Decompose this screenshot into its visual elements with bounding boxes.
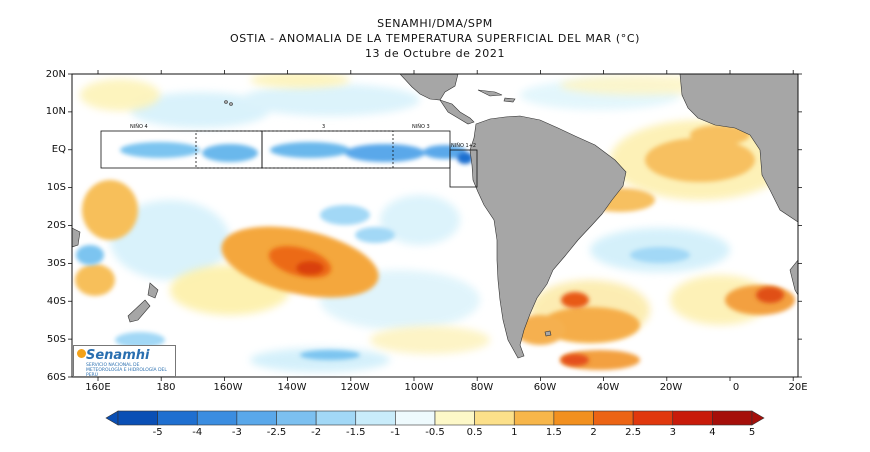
lon-label-20w: 20W xyxy=(659,382,683,393)
lon-label-0: 0 xyxy=(732,382,740,393)
lon-label-20e: 20E xyxy=(788,382,808,393)
lon-label-180: 180 xyxy=(156,382,176,393)
lat-label-40s: 40S xyxy=(46,296,66,307)
colorbar-swatch xyxy=(157,410,198,426)
colorbar-tick-label: 2 xyxy=(590,427,597,438)
colorbar-tick-label: 4 xyxy=(709,427,716,438)
axis-ticks xyxy=(68,70,802,381)
lat-label-20n: 20N xyxy=(45,69,66,80)
lon-label-40w: 40W xyxy=(596,382,620,393)
colorbar-tick-label: 2.5 xyxy=(625,427,642,438)
colorbar-tick-label: -0.5 xyxy=(425,427,445,438)
lat-label-30s: 30S xyxy=(46,258,66,269)
lon-label-160w: 160W xyxy=(213,382,243,393)
lat-label-60s: 60S xyxy=(46,372,66,383)
senamhi-logo: Senamhi SERVICIO NACIONAL DE METEOROLOGÍ… xyxy=(73,345,176,378)
nino-3-label: NIÑO 3 xyxy=(412,124,430,130)
map-title-date: 13 de Octubre de 2021 xyxy=(364,47,506,60)
nino-34-box xyxy=(195,130,394,169)
lon-label-100w: 100W xyxy=(404,382,434,393)
colorbar-tick-label: -3 xyxy=(231,427,242,438)
sun-icon xyxy=(77,349,86,358)
nino-34-label: 3 xyxy=(322,124,326,130)
nino-region-boxes xyxy=(100,130,478,188)
lon-label-120w: 120W xyxy=(340,382,370,393)
map-frame-content xyxy=(72,74,798,377)
colorbar-swatch xyxy=(632,410,674,426)
anomaly-field xyxy=(75,74,795,372)
lat-label-10n: 10N xyxy=(45,106,66,117)
lat-label-10s: 10S xyxy=(46,182,66,193)
lat-label-20s: 20S xyxy=(46,220,66,231)
colorbar-tick-label: 1.5 xyxy=(545,427,562,438)
colorbar-tick-label: -4 xyxy=(192,427,203,438)
colorbar-swatch xyxy=(196,410,238,426)
logo-subtitle: SERVICIO NACIONAL DE METEOROLOGÍA E HIDR… xyxy=(86,363,167,378)
colorbar-swatch xyxy=(315,410,357,426)
colorbar-swatch xyxy=(553,410,594,426)
colorbar-tick-label: -1.5 xyxy=(345,427,366,438)
colorbar-tick-label: -2 xyxy=(311,427,322,438)
colorbar-swatch xyxy=(276,410,317,426)
colorbar-swatch xyxy=(395,410,436,426)
new-zealand xyxy=(147,282,159,299)
colorbar-swatch xyxy=(117,410,158,426)
lat-label-50s: 50S xyxy=(46,334,66,345)
colorbar-tick-label: -2.5 xyxy=(266,427,287,438)
colorbar-swatch xyxy=(434,410,475,426)
colorbar-tick-label: -5 xyxy=(152,427,163,438)
lon-label-140w: 140W xyxy=(277,382,307,393)
colorbar-tick-label: 0.5 xyxy=(466,427,483,438)
lon-label-160e: 160E xyxy=(85,382,111,393)
colorbar-swatch xyxy=(712,410,753,426)
south-america xyxy=(469,115,627,359)
colorbar-swatch xyxy=(236,410,277,426)
lat-label-eq: EQ xyxy=(51,144,66,155)
colorbar-arrow-high xyxy=(751,410,765,426)
colorbar-tick-label: 5 xyxy=(748,427,756,438)
colorbar-tick-label: 3 xyxy=(669,427,676,438)
map-title-agency: SENAMHI/DMA/SPM xyxy=(377,17,493,30)
lon-label-60w: 60W xyxy=(533,382,557,393)
colorbar-swatch xyxy=(593,410,634,426)
colorbar-tick-label: 1 xyxy=(511,427,518,438)
colorbar-swatch xyxy=(672,410,713,426)
nino-12-box xyxy=(449,149,478,188)
africa xyxy=(679,74,798,223)
map-title-product: OSTIA - ANOMALIA DE LA TEMPERATURA SUPER… xyxy=(229,32,641,45)
colorbar-arrow-low xyxy=(105,410,119,426)
logo-name: Senamhi xyxy=(86,348,150,363)
colorbar-swatch xyxy=(474,410,515,426)
colorbar-tick-label: -1 xyxy=(390,427,401,438)
colorbar-swatch xyxy=(513,410,555,426)
nino-4-label: NIÑO 4 xyxy=(130,124,148,130)
lon-label-80w: 80W xyxy=(470,382,494,393)
colorbar-swatch xyxy=(355,410,396,426)
land-masses xyxy=(72,74,798,359)
nino-12-label: NIÑO 1+2 xyxy=(451,143,477,149)
